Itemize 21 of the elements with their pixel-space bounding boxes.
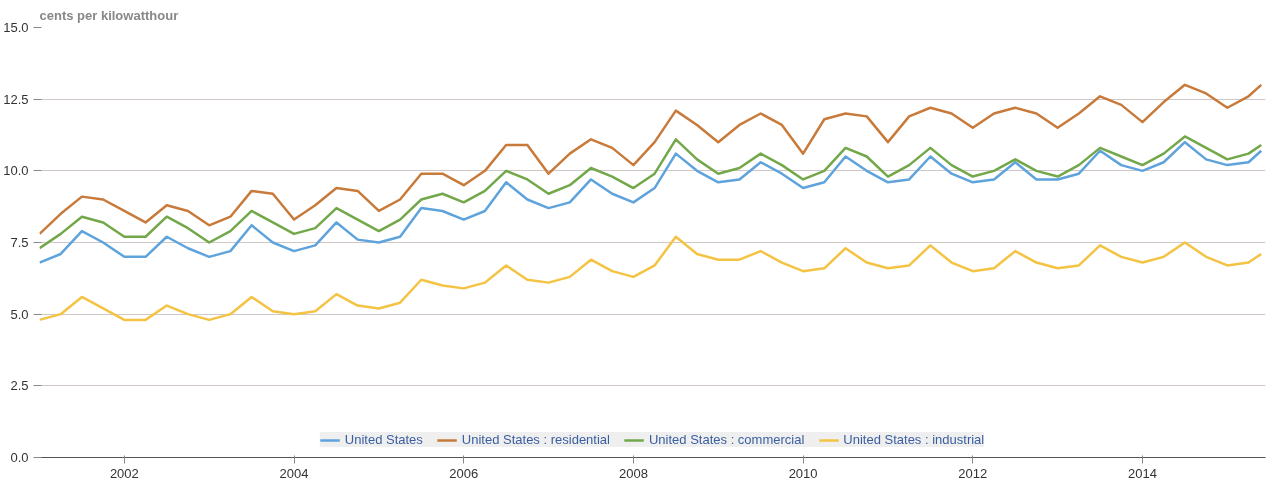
legend-label: United States : commercial (648, 432, 805, 447)
line-series (39, 235, 1263, 322)
x-tick-label: 2002 (109, 465, 139, 481)
legend-label: United States (344, 432, 423, 447)
y-tick-label: 0.0 (10, 450, 29, 465)
y-tick-label: 12.5 (3, 91, 29, 107)
x-tick-label: 2010 (788, 465, 818, 481)
x-tick-label: 2008 (618, 465, 648, 481)
y-axis-title: cents per kilowatthour (39, 7, 179, 23)
y-tick-label: 7.5 (10, 235, 29, 250)
x-tick-label: 2004 (279, 465, 309, 481)
line-series (39, 83, 1263, 236)
y-tick-label: 5.0 (10, 306, 29, 322)
x-tick-label: 2014 (1128, 465, 1157, 481)
x-tick-label: 2012 (958, 465, 988, 481)
legend-label: United States : residential (461, 432, 610, 447)
y-tick-label: 10.0 (3, 163, 29, 179)
x-tick-label: 2006 (449, 465, 479, 481)
y-tick-label: 2.5 (10, 378, 29, 394)
y-tick-label: 15.0 (3, 20, 29, 35)
legend-label: United States : industrial (843, 432, 985, 447)
